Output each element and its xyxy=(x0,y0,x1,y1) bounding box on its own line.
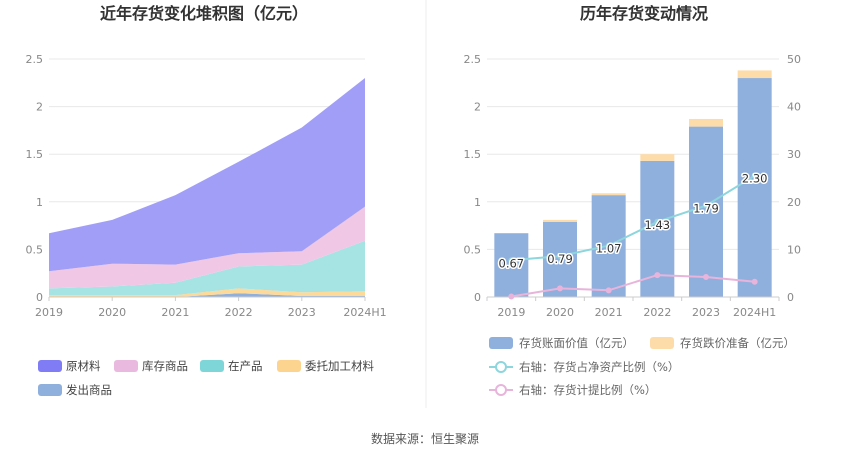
area-series-4 xyxy=(49,78,365,272)
point-inventory-to-net-assets xyxy=(557,253,563,260)
right-left-y-tick-label: 0 xyxy=(474,291,481,304)
bar-data-label: 1.43 xyxy=(645,218,671,232)
right-x-tick-label: 2024H1 xyxy=(733,306,776,319)
bar-inventory-value xyxy=(494,233,529,297)
legend-label: 右轴：存货计提比例（%） xyxy=(519,383,656,397)
right-left-y-tick-label: 1.5 xyxy=(464,148,482,161)
left-x-tick-label: 2022 xyxy=(225,306,253,319)
legend-swatch xyxy=(38,360,62,372)
right-chart-title: 历年存货变动情况 xyxy=(580,4,708,23)
right-right-y-tick-label: 0 xyxy=(787,291,794,304)
legend-swatch xyxy=(489,337,513,349)
bar-data-label: 1.07 xyxy=(596,242,622,256)
right-right-y-tick-label: 20 xyxy=(787,196,801,209)
right-left-y-tick-label: 1 xyxy=(474,196,481,209)
legend-swatch xyxy=(277,360,301,372)
right-left-y-tick-label: 2.5 xyxy=(464,53,482,66)
left-area-series xyxy=(49,78,365,297)
bar-inventory-reserve xyxy=(737,70,772,79)
bar-data-label: 1.79 xyxy=(693,202,719,216)
left-x-tick-label: 2024H1 xyxy=(343,306,386,319)
right-x-tick-label: 2022 xyxy=(643,306,671,319)
legend-label: 委托加工材料 xyxy=(305,359,374,373)
right-x-tick-label: 2019 xyxy=(497,306,525,319)
left-x-tick-label: 2019 xyxy=(35,306,63,319)
right-right-y-tick-label: 50 xyxy=(787,53,801,66)
point-inventory-to-net-assets xyxy=(508,257,515,264)
bar-data-label: 0.79 xyxy=(547,252,573,266)
left-y-tick-label: 1 xyxy=(36,196,43,209)
right-x-tick-label: 2021 xyxy=(595,306,623,319)
legend-line-marker xyxy=(495,361,507,373)
area-series-3 xyxy=(49,206,365,289)
right-left-y-tick-label: 2 xyxy=(474,101,481,114)
point-provision-ratio xyxy=(508,293,515,300)
left-y-tick-label: 1.5 xyxy=(26,148,44,161)
left-y-axis: 0 0.5 1 1.5 2 2.5 xyxy=(26,53,44,304)
area-series-1 xyxy=(49,288,365,297)
left-chart: 近年存货变化堆积图（亿元） 00.511.522.5 2019 2020 2021 2… xyxy=(26,4,387,397)
right-x-axis: 2019 2020 2021 2022 2023 2024H1 xyxy=(486,297,780,319)
bar-inventory-reserve xyxy=(689,118,723,127)
legend-swatch xyxy=(650,337,674,349)
left-y-tick-label: 2.5 xyxy=(26,53,44,66)
bar-inventory-value xyxy=(737,78,772,297)
point-inventory-to-net-assets xyxy=(605,242,612,249)
right-right-y-tick-label: 10 xyxy=(787,243,801,256)
right-x-tick-label: 2020 xyxy=(546,306,574,319)
bar-inventory-reserve xyxy=(591,193,626,196)
legend-label: 发出商品 xyxy=(66,383,112,397)
legend-label: 存货跌价准备（亿元） xyxy=(680,336,795,350)
right-right-y-tick-label: 40 xyxy=(787,101,801,114)
legend-line-marker xyxy=(495,384,507,396)
area-series-2 xyxy=(49,240,365,296)
line-provision-ratio xyxy=(511,274,755,298)
right-legend: 存货账面价值（亿元） 存货跌价准备（亿元）右轴：存货占净资产比例（%） 右轴：存货计… xyxy=(489,336,795,397)
right-x-tick-label: 2023 xyxy=(692,306,720,319)
point-inventory-to-net-assets xyxy=(751,172,758,179)
left-x-tick-label: 2020 xyxy=(98,306,126,319)
left-x-axis: 2019 2020 2021 2022 2023 2024H1 xyxy=(35,297,387,319)
bar-inventory-reserve xyxy=(640,154,675,161)
right-chart-right-y-axis: 0 10 20 30 40 50 xyxy=(787,53,801,304)
left-chart-title: 近年存货变化堆积图（亿元） xyxy=(100,4,308,23)
point-provision-ratio xyxy=(557,285,563,292)
right-gridlines xyxy=(487,58,779,250)
left-y-tick-label: 0 xyxy=(36,291,43,304)
bar-inventory-value xyxy=(543,221,577,297)
bar-inventory-reserve xyxy=(543,219,577,222)
point-inventory-to-net-assets xyxy=(703,202,709,209)
right-left-y-tick-label: 0.5 xyxy=(464,243,482,256)
point-provision-ratio xyxy=(703,274,709,281)
legend-label: 在产品 xyxy=(228,359,263,373)
point-provision-ratio xyxy=(605,287,612,294)
left-y-tick-label: 2 xyxy=(36,101,43,114)
point-provision-ratio xyxy=(751,278,758,285)
legend-swatch xyxy=(38,384,62,396)
point-provision-ratio xyxy=(654,272,661,279)
point-inventory-to-net-assets xyxy=(654,218,661,225)
legend-swatch xyxy=(200,360,224,372)
left-y-tick-label: 0.5 xyxy=(26,243,44,256)
right-right-y-tick-label: 30 xyxy=(787,148,801,161)
bar-data-label: 0.67 xyxy=(499,256,525,270)
legend-label: 原材料 xyxy=(66,359,101,373)
legend-label: 库存商品 xyxy=(142,359,188,373)
legend-label: 存货账面价值（亿元） xyxy=(519,336,634,350)
legend-label: 右轴：存货占净资产比例（%） xyxy=(519,360,679,374)
right-bar-series xyxy=(494,70,772,297)
right-line-series xyxy=(508,172,758,300)
left-x-tick-label: 2023 xyxy=(288,306,316,319)
data-source-note: 数据来源：恒生聚源 xyxy=(371,431,479,446)
bar-data-label: 2.30 xyxy=(742,172,768,186)
legend-swatch xyxy=(114,360,138,372)
left-x-tick-label: 2021 xyxy=(161,306,189,319)
bar-inventory-value xyxy=(689,126,723,297)
right-bar-labels: 0.67 0.79 1.07 1.43 1.79 2.30 xyxy=(497,170,769,272)
line-inventory-to-net-assets xyxy=(511,174,756,262)
right-chart-left-y-axis: 0 0.5 1 1.5 2 2.5 xyxy=(464,53,482,304)
